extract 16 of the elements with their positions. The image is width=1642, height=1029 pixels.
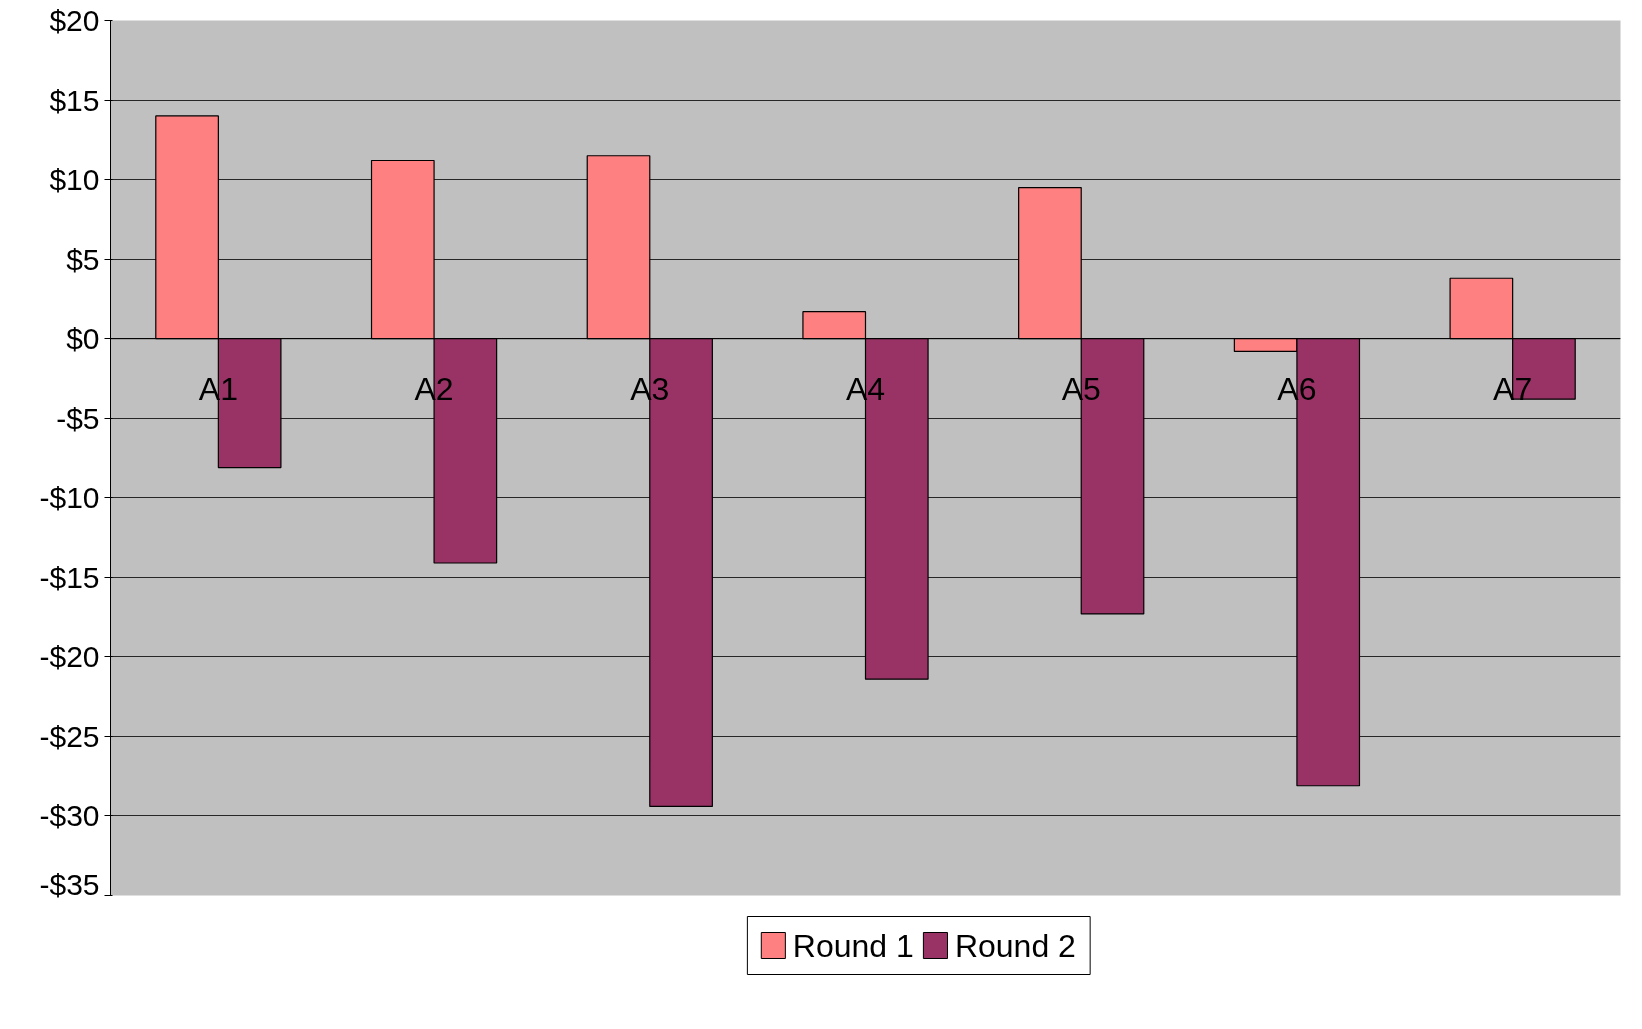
y-tick-label: $0 [66,322,100,356]
y-tick-label: -$20 [39,640,100,674]
y-tick-label: $15 [49,83,100,117]
legend-label: Round 2 [954,927,1076,964]
y-tick-label: -$5 [56,401,100,435]
y-tick-label: -$35 [39,867,100,901]
legend-label: Round 1 [792,927,914,964]
y-tick-label: -$15 [39,560,100,594]
y-tick-label: -$25 [39,719,100,753]
x-tick-label: A1 [198,370,238,407]
y-tick-label: $10 [49,163,100,197]
y-tick-label: $5 [66,242,100,276]
x-tick-label: A5 [1061,370,1101,407]
y-tick-label: -$30 [39,799,100,833]
y-tick-label: -$10 [39,481,100,515]
y-tick-label: $20 [49,4,100,37]
